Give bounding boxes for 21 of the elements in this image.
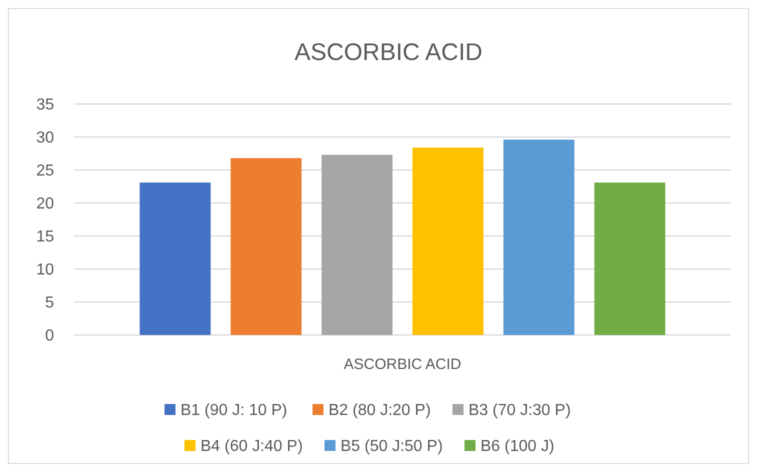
legend-label: B6 (100 J) bbox=[480, 438, 554, 455]
bar bbox=[140, 182, 211, 335]
y-tick-label: 20 bbox=[36, 196, 54, 213]
y-tick-label: 35 bbox=[36, 96, 54, 114]
chart-title: ASCORBIC ACID bbox=[294, 39, 483, 66]
y-tick-label: 5 bbox=[45, 294, 54, 312]
legend-label: B3 (70 J:30 P) bbox=[468, 402, 571, 419]
y-tick-label: 25 bbox=[36, 162, 54, 180]
legend-label: B5 (50 J:50 P) bbox=[340, 438, 443, 455]
bar bbox=[322, 154, 392, 335]
y-tick-label: 30 bbox=[36, 130, 54, 147]
legend-label: B4 (60 J:40 P) bbox=[200, 438, 303, 455]
y-tick-label: 10 bbox=[36, 262, 54, 279]
legend-label: B2 (80 J:20 P) bbox=[328, 402, 431, 419]
y-tick-label: 15 bbox=[36, 228, 54, 246]
legend-label: B1 (90 J: 10 P) bbox=[180, 402, 288, 419]
bar bbox=[594, 182, 666, 335]
y-tick-label: 0 bbox=[45, 328, 54, 345]
bar bbox=[412, 148, 484, 335]
bar bbox=[503, 140, 574, 335]
bar bbox=[230, 158, 302, 335]
